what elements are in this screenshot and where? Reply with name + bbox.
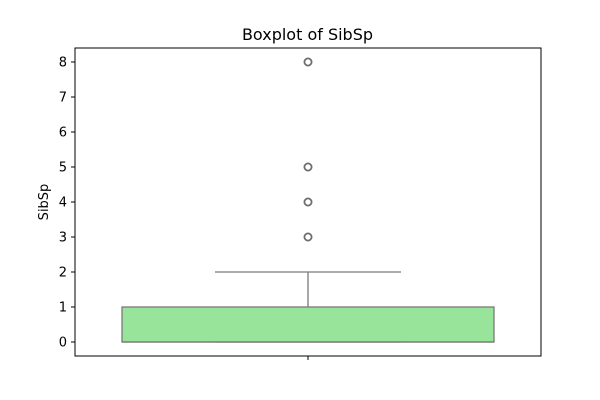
y-tick-label: 6 — [59, 126, 67, 141]
outlier-point — [303, 197, 313, 207]
y-tick-label: 8 — [59, 56, 67, 71]
outlier-point — [303, 232, 313, 242]
y-tick-label: 3 — [59, 231, 67, 246]
y-tick-label: 1 — [59, 301, 67, 316]
y-tick-label: 2 — [59, 266, 67, 281]
plot-frame — [74, 47, 542, 357]
y-tick-label: 7 — [59, 91, 67, 106]
chart-title: Boxplot of SibSp — [242, 25, 373, 44]
y-axis-label: SibSp — [37, 184, 52, 221]
y-tick-label: 5 — [59, 161, 67, 176]
y-tick-label: 4 — [59, 196, 67, 211]
outlier-point — [303, 162, 313, 172]
outlier-point — [303, 57, 313, 67]
y-tick-label: 0 — [59, 336, 67, 351]
iqr-box — [121, 306, 495, 343]
